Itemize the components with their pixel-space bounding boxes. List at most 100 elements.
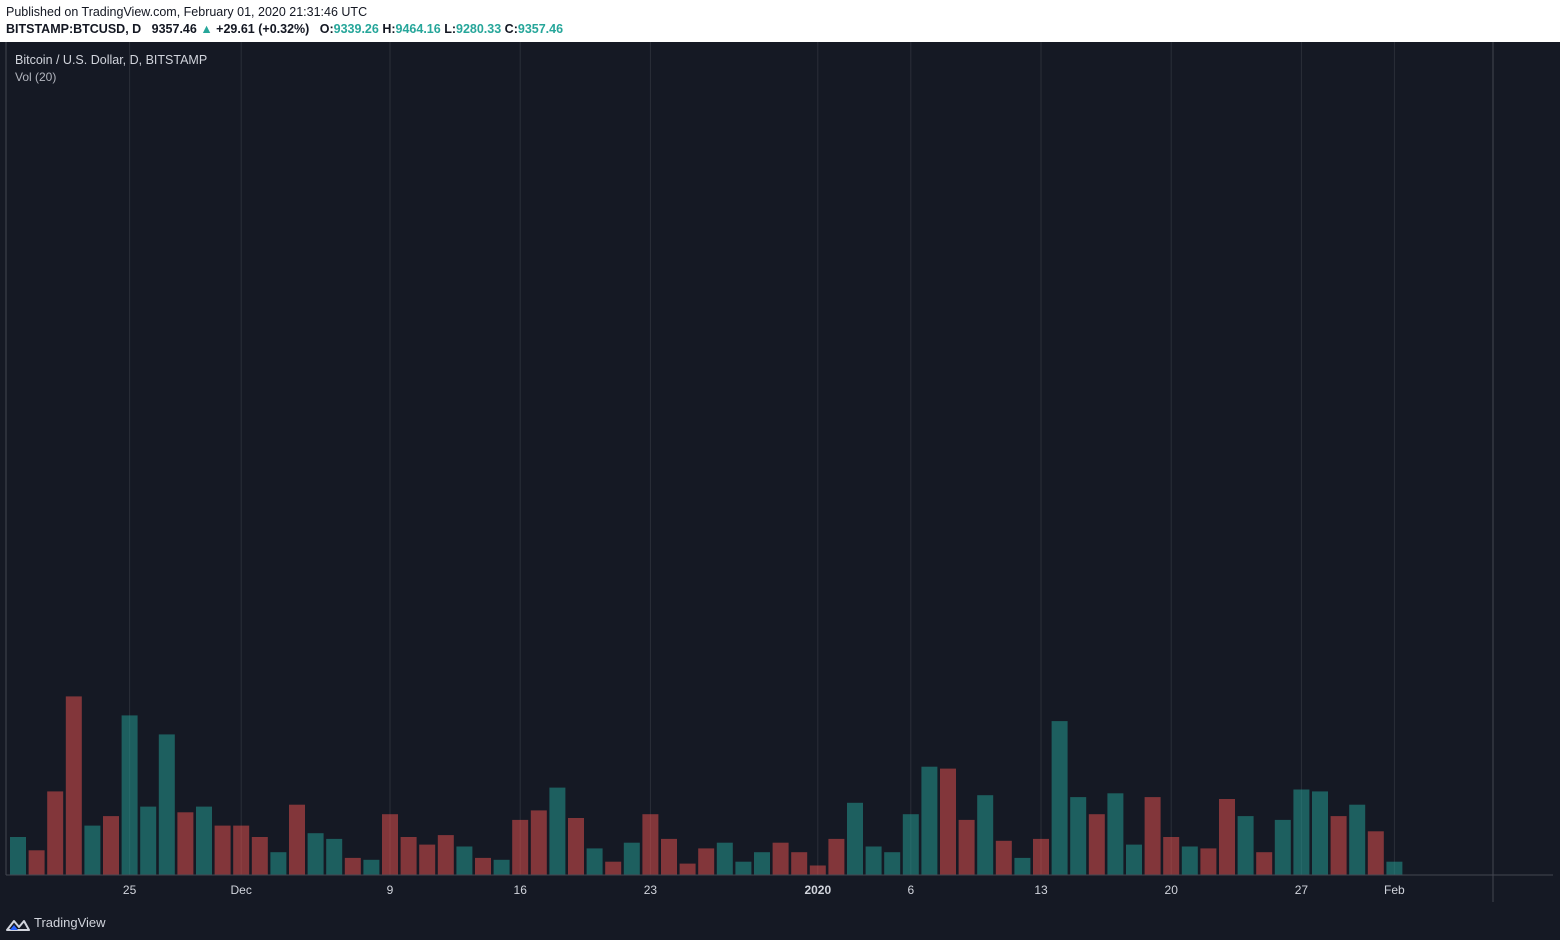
volume-bar	[716, 842, 733, 875]
volume-bar	[809, 865, 826, 875]
volume-bar	[1386, 861, 1403, 875]
open-value: 9339.26	[333, 22, 379, 36]
volume-bar	[196, 806, 212, 875]
volume-bar	[121, 715, 138, 875]
volume-bar	[289, 804, 305, 875]
volume-bar	[400, 837, 417, 875]
volume-bar	[1014, 857, 1031, 875]
volume-bar	[1070, 797, 1087, 875]
publish-info: Published on TradingView.com, February 0…	[6, 5, 368, 19]
volume-bar	[679, 863, 696, 875]
volume-bar	[1181, 846, 1198, 875]
volume-bar	[772, 842, 789, 875]
volume-bar	[344, 857, 361, 875]
low-label: L:	[444, 22, 456, 36]
volume-bar	[549, 787, 566, 875]
volume-bar	[828, 838, 845, 875]
volume-bar	[233, 825, 250, 875]
time-tick-label: 23	[644, 883, 658, 897]
volume-bar	[1274, 819, 1291, 875]
volume-bar	[1033, 838, 1049, 875]
volume-bar	[1200, 848, 1217, 875]
volume-bar	[1163, 837, 1180, 875]
time-tick-label: 13	[1034, 883, 1048, 897]
volume-bar	[698, 848, 715, 875]
chart-header: Published on TradingView.com, February 0…	[0, 0, 1560, 42]
volume-bar	[642, 814, 659, 875]
volume-bar	[10, 837, 26, 875]
change-value: +29.61 (+0.32%)	[216, 22, 310, 36]
volume-bar	[493, 859, 510, 875]
volume-bar	[1126, 844, 1142, 875]
symbol-label: BITSTAMP:BTCUSD, D	[6, 22, 142, 36]
volume-bar	[456, 846, 473, 875]
volume-bar	[977, 795, 994, 875]
time-tick-label: 2020	[804, 883, 831, 897]
last-price: 9357.46	[151, 22, 197, 36]
volume-bar	[791, 852, 808, 875]
time-tick-label: 6	[907, 883, 914, 897]
volume-bar	[251, 837, 268, 875]
volume-bar	[530, 810, 547, 875]
volume-bar	[419, 844, 436, 875]
volume-bar	[902, 814, 919, 875]
ohlc-line: BITSTAMP:BTCUSD, D 9357.46 ▲ +29.61 (+0.…	[6, 22, 563, 36]
volume-bar	[270, 852, 287, 875]
volume-bar	[1293, 789, 1310, 875]
volume-bar	[437, 835, 454, 875]
volume-bar	[1088, 814, 1105, 875]
volume-bar	[623, 842, 640, 875]
volume-bar	[847, 802, 863, 875]
volume-bar	[754, 852, 770, 875]
time-tick-label: 9	[387, 883, 394, 897]
volume-bar	[382, 814, 398, 875]
change-arrow-icon: ▲	[200, 22, 213, 36]
legend-title: Bitcoin / U.S. Dollar, D, BITSTAMP	[15, 53, 208, 67]
time-tick-label: Dec	[231, 883, 252, 897]
high-label: H:	[382, 22, 396, 36]
time-tick-label: 27	[1295, 883, 1309, 897]
time-tick-label: Feb	[1384, 883, 1405, 897]
close-label: C:	[504, 22, 518, 36]
open-label: O:	[319, 22, 334, 36]
volume-bar	[1330, 816, 1347, 875]
volume-bar	[1107, 793, 1124, 875]
volume-bar	[940, 768, 956, 875]
time-tick-label: 25	[123, 883, 137, 897]
volume-bar	[363, 859, 380, 875]
time-tick-label: 16	[514, 883, 528, 897]
time-tick-label: 20	[1165, 883, 1179, 897]
volume-bar	[326, 838, 343, 875]
volume-bar	[1237, 816, 1254, 875]
volume-bar	[995, 840, 1012, 875]
close-value: 9357.46	[517, 22, 564, 36]
chart-area[interactable]: 6200.006400.006600.006800.007000.007200.…	[0, 42, 1560, 910]
volume-bar	[475, 857, 491, 875]
volume-bar	[177, 812, 194, 875]
volume-bar	[1144, 797, 1161, 875]
volume-bar	[605, 861, 622, 875]
volume-bar	[884, 852, 901, 875]
candlestick-chart[interactable]: 6200.006400.006600.006800.007000.007200.…	[0, 42, 1560, 910]
volume-bar	[28, 850, 45, 875]
tradingview-logo-icon[interactable]	[6, 916, 30, 934]
volume-bar	[307, 833, 324, 875]
volume-bar	[1219, 799, 1235, 875]
volume-bar	[1051, 721, 1068, 875]
volume-bar	[84, 825, 101, 875]
volume-bar	[735, 861, 752, 875]
volume-bar	[65, 696, 82, 875]
tradingview-brand[interactable]: TradingView	[34, 915, 106, 930]
high-value: 9464.16	[395, 22, 441, 36]
volume-bar	[512, 819, 529, 875]
volume-bar	[140, 806, 157, 875]
low-value: 9280.33	[456, 22, 502, 36]
volume-bar	[865, 846, 882, 875]
volume-bar	[1312, 791, 1328, 875]
volume-bar	[958, 819, 975, 875]
volume-bar	[1349, 804, 1366, 875]
legend-volume: Vol (20)	[15, 70, 57, 84]
volume-bar	[921, 766, 938, 875]
volume-bar	[661, 838, 677, 875]
volume-bar	[158, 734, 175, 875]
